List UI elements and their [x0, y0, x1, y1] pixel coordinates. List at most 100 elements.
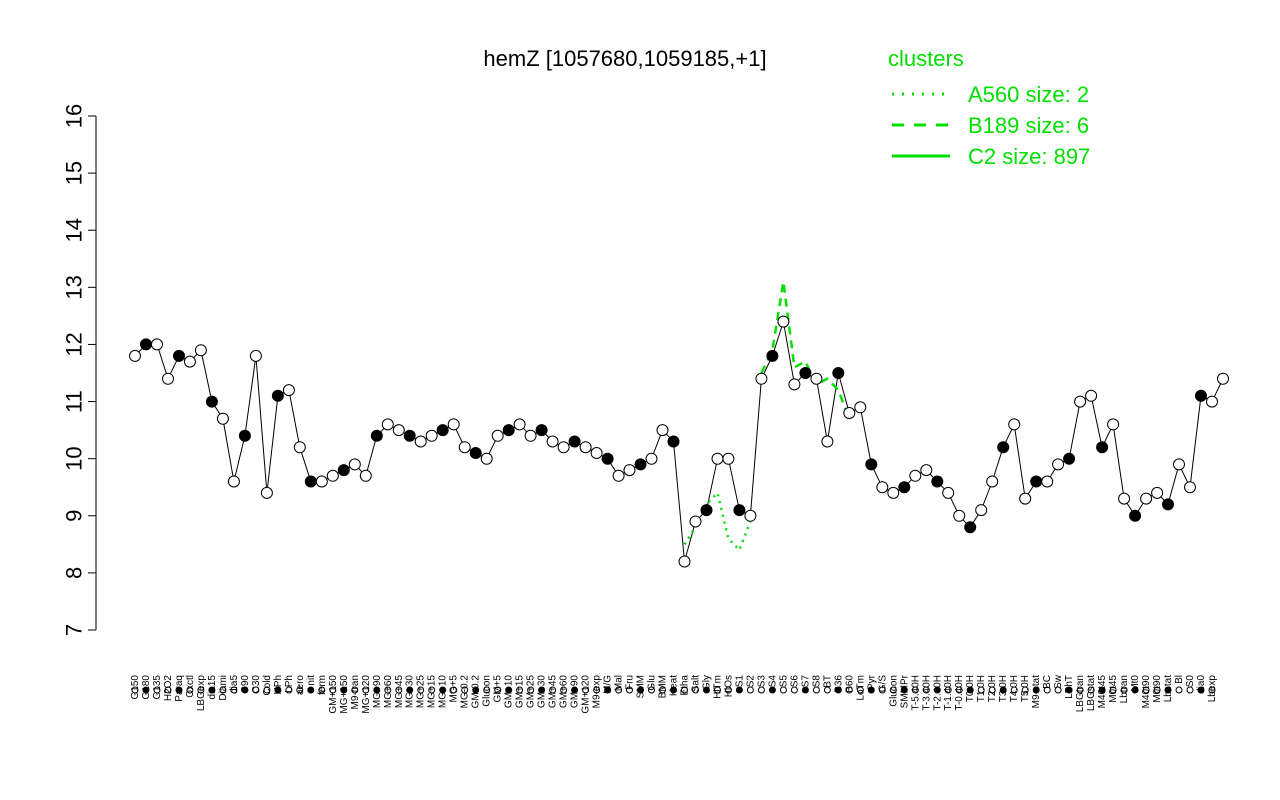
- x-tick-label: Glucon: [888, 675, 899, 707]
- data-point: [1008, 418, 1021, 431]
- data-point: [173, 349, 185, 362]
- data-point: [304, 475, 317, 488]
- x-tick-label: S2: [745, 675, 756, 688]
- x-tick-label: Oxctl: [185, 675, 196, 698]
- x-tick-label: dia0: [1196, 675, 1207, 694]
- x-tick-dot: [252, 686, 260, 694]
- data-point: [843, 407, 856, 419]
- x-tick-dot: [1131, 686, 1139, 694]
- data-point: [953, 509, 966, 522]
- x-tick-label: C90: [240, 675, 251, 694]
- y-tick-label: 13: [62, 275, 87, 299]
- x-tick-label: T2.0H: [987, 675, 998, 702]
- x-tick-dot: [296, 686, 304, 694]
- data-point: [1052, 458, 1065, 471]
- x-tick-dot: [1197, 686, 1205, 694]
- x-tick-label: Heat: [669, 675, 680, 696]
- x-tick-dot: [856, 686, 864, 694]
- x-tick-dot: [670, 686, 677, 694]
- data-point: [799, 367, 812, 379]
- x-tick-label: BMM: [658, 675, 669, 698]
- data-point: [447, 418, 460, 431]
- data-point: [568, 435, 581, 448]
- x-tick-label: M9-exp: [592, 675, 603, 709]
- data-point: [755, 372, 768, 385]
- x-tick-label: G135: [152, 675, 163, 700]
- data-point: [964, 521, 977, 534]
- x-tick-dot: [681, 686, 688, 694]
- x-tick-label: T-0.40H: [954, 675, 965, 711]
- x-tick-dot: [714, 686, 721, 694]
- x-tick-label: Lbtran: [1119, 675, 1130, 703]
- x-tick-label: HiTm: [713, 675, 724, 699]
- x-tick-dot: [461, 686, 469, 694]
- x-tick-dot: [637, 686, 644, 694]
- data-point: [1107, 418, 1120, 431]
- x-tick-label: GM+15: [515, 675, 526, 709]
- x-tick-dot: [615, 686, 623, 694]
- x-tick-dot: [692, 686, 699, 694]
- x-tick-dot: [593, 686, 601, 694]
- data-point: [1118, 492, 1131, 505]
- chart-title: hemZ [1057680,1059185,+1]: [483, 46, 766, 71]
- x-tick-label: T-3.40H: [921, 675, 932, 711]
- x-tick-label: MG+45: [394, 675, 405, 709]
- x-tick-dot: [966, 686, 974, 694]
- x-tick-dot: [922, 686, 930, 694]
- data-point: [535, 424, 548, 437]
- data-point: [557, 441, 570, 454]
- data-point: [975, 504, 988, 517]
- data-point: [744, 509, 757, 522]
- x-tick-dot: [516, 686, 524, 694]
- data-point: [920, 464, 933, 477]
- data-point: [524, 429, 537, 442]
- data-point: [271, 389, 284, 402]
- x-tick-dot: [538, 686, 546, 694]
- x-tick-label: Glucon: [482, 675, 493, 707]
- data-point: [623, 464, 636, 477]
- x-tick-label: GM+45: [548, 675, 559, 709]
- x-tick-dot: [307, 686, 315, 694]
- x-tick-dot: [582, 686, 590, 694]
- axes: 7 8 9 10 11 12 13 14 15 16: [62, 104, 97, 636]
- x-tick-dot: [1175, 686, 1183, 694]
- x-tick-dot: [1010, 686, 1018, 694]
- x-tick-dot: [208, 686, 216, 694]
- x-tick-label: Etha: [680, 675, 691, 696]
- legend: clusters A560 size: 2 B189 size: 6 C2 size…: [888, 46, 1090, 169]
- x-tick-label: M0t90: [1152, 675, 1163, 703]
- data-point: [777, 315, 790, 328]
- data-point: [348, 458, 361, 471]
- data-point: [436, 424, 449, 437]
- y-tick-label: 15: [62, 161, 87, 185]
- data-point: [579, 441, 592, 454]
- x-tick-label: Mal: [614, 675, 625, 691]
- data-point: [898, 481, 911, 494]
- data-point: [326, 469, 339, 482]
- x-tick-label: M9-stat: [1031, 675, 1042, 709]
- x-tick-label: S3: [756, 675, 767, 688]
- x-tick-label: GM+30: [537, 675, 548, 709]
- data-point: [469, 447, 482, 459]
- x-tick-dot: [1120, 686, 1128, 694]
- data-point: [656, 424, 669, 437]
- y-tick-label: 7: [62, 624, 87, 636]
- x-tick-dot: [724, 686, 732, 694]
- x-tick-label: GM+150: [328, 675, 339, 714]
- data-point: [381, 418, 394, 431]
- x-tick-label: GM+90: [570, 675, 581, 709]
- x-tick-label: MG+150: [339, 675, 350, 714]
- legend-label: B189 size: 6: [968, 113, 1089, 138]
- data-point: [689, 515, 702, 528]
- x-tick-dot: [560, 686, 568, 694]
- x-tick-label: Bl: [1174, 675, 1185, 684]
- x-tick-label: T3.0H: [998, 675, 1009, 702]
- x-tick-label: GM+60: [559, 675, 570, 709]
- data-point: [293, 441, 306, 454]
- x-tick-dot: [571, 686, 579, 694]
- x-tick-dot: [373, 686, 381, 694]
- x-tick-dot: [988, 686, 996, 694]
- x-tick-dot: [703, 686, 710, 694]
- x-tick-dot: [845, 686, 853, 694]
